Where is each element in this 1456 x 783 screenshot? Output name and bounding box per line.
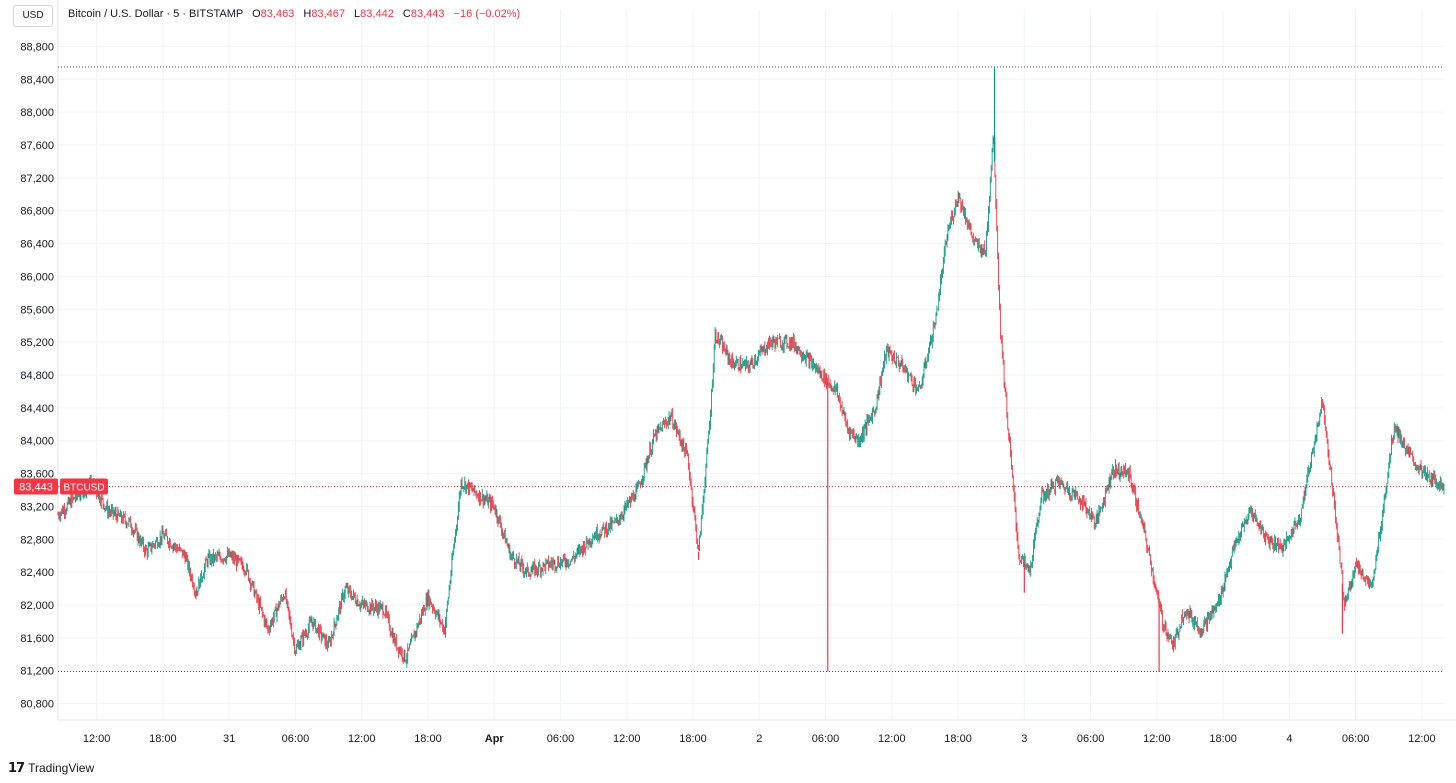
y-tick-label: 83,600 (20, 469, 54, 481)
ticker-tag (60, 478, 108, 495)
y-tick-label: 85,600 (20, 304, 54, 316)
currency-button[interactable]: USD (13, 5, 53, 27)
x-tick-label: 18:00 (149, 733, 177, 745)
symbol-title: Bitcoin / U.S. Dollar · 5 · BITSTAMP (68, 8, 244, 20)
x-tick-label: 4 (1286, 733, 1292, 745)
tradingview-logo-icon: 𝟭𝟳 (8, 760, 25, 775)
x-tick-label: 06:00 (282, 733, 310, 745)
x-tick-label: 06:00 (812, 733, 840, 745)
low-key: L (354, 8, 361, 20)
close-value: 83,443 (410, 8, 445, 20)
x-tick-label: 18:00 (1209, 733, 1237, 745)
low-value: 83,442 (360, 8, 394, 20)
change-value: −16 (−0.02%) (453, 8, 521, 20)
open-key: O (252, 8, 261, 20)
x-tick-label: 06:00 (547, 733, 575, 745)
x-tick-label: 12:00 (1408, 733, 1436, 745)
y-tick-label: 88,000 (20, 107, 54, 119)
last-price-marker: 83,443 BTCUSD (14, 478, 108, 495)
open-value: 83,463 (260, 8, 295, 20)
y-tick-label: 82,400 (20, 567, 54, 579)
high-value: 83,467 (311, 8, 345, 20)
y-tick-label: 87,200 (20, 173, 54, 185)
x-tick-label: 06:00 (1342, 733, 1370, 745)
x-tick-label: 12:00 (83, 733, 111, 745)
y-tick-label: 88,400 (20, 74, 54, 86)
chart-grid (57, 0, 1456, 721)
x-tick-label: 12:00 (613, 733, 641, 745)
x-tick-label: 18:00 (944, 733, 972, 745)
x-tick-label: 18:00 (679, 733, 707, 745)
x-tick-label: 06:00 (1077, 733, 1105, 745)
y-tick-label: 80,800 (20, 699, 54, 711)
reference-lines (58, 66, 1444, 673)
y-tick-label: 82,000 (20, 600, 54, 612)
y-tick-label: 86,400 (20, 239, 54, 251)
y-tick-label: 82,800 (20, 534, 54, 546)
y-tick-label: 81,600 (20, 633, 54, 645)
y-tick-label: 84,000 (20, 436, 54, 448)
last-price-tag (14, 478, 58, 495)
y-tick-label: 86,800 (20, 206, 54, 218)
ticker-text: BTCUSD (63, 482, 104, 493)
high-key: H (303, 8, 312, 20)
symbol-legend: Bitcoin / U.S. Dollar · 5 · BITSTAMP O83… (68, 8, 520, 20)
x-tick-label: 12:00 (878, 733, 906, 745)
x-tick-label: 2 (756, 733, 762, 745)
y-tick-label: 87,600 (20, 140, 54, 152)
x-tick-label: 3 (1021, 733, 1027, 745)
y-tick-label: 85,200 (20, 337, 54, 349)
x-tick-label: 12:00 (1143, 733, 1171, 745)
close-key: C (402, 8, 411, 20)
branding-text: TradingView (28, 761, 95, 775)
tradingview-logo[interactable]: 𝟭𝟳 TradingView (8, 760, 94, 776)
y-tick-label: 86,000 (20, 271, 54, 283)
last-price-text: 83,443 (19, 481, 53, 493)
x-tick-label: 18:00 (414, 733, 442, 745)
x-tick-label: 12:00 (348, 733, 376, 745)
price-axis: 80,800 81,200 81,600 82,000 82,400 82,800 83,2… (20, 41, 54, 710)
y-tick-label: 81,200 (20, 666, 54, 678)
x-tick-label: Apr (485, 733, 505, 745)
y-tick-label: 88,800 (20, 41, 54, 53)
candlestick-series (57, 66, 1445, 672)
y-tick-label: 83,200 (20, 501, 54, 513)
time-axis: 12:00 18:00 31 06:00 12:00 18:00 Apr 06:00 12:00… (83, 733, 1436, 745)
x-tick-label: 31 (223, 733, 235, 745)
y-tick-label: 84,800 (20, 370, 54, 382)
y-tick-label: 84,400 (20, 403, 54, 415)
